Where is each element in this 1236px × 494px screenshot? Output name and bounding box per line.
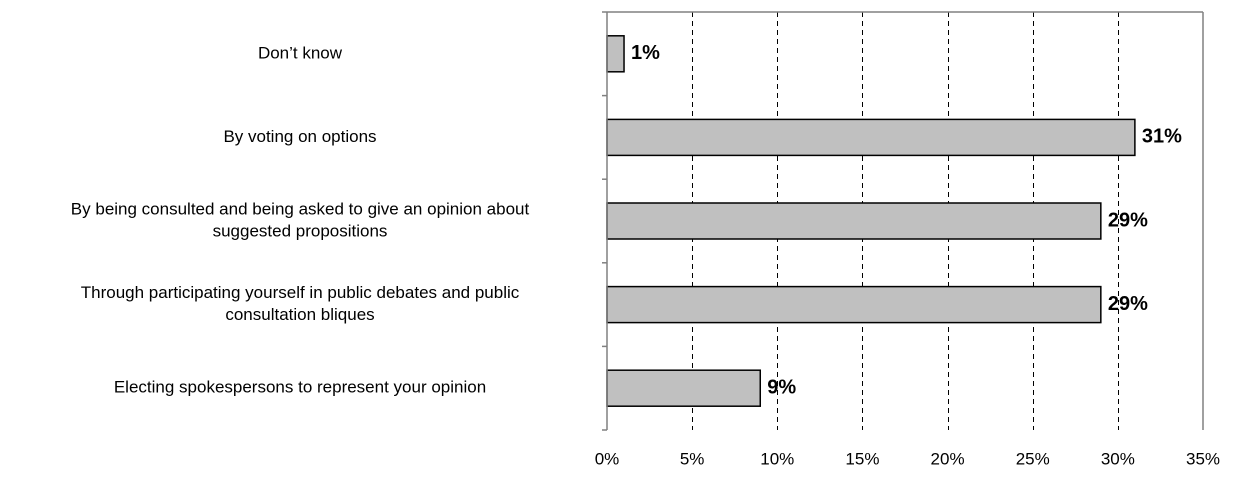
category-label-line: Don’t know xyxy=(258,43,343,62)
category-label: Electing spokespersons to represent your… xyxy=(114,378,486,397)
x-tick-label: 25% xyxy=(1016,449,1050,468)
x-tick-label: 15% xyxy=(845,449,879,468)
data-label: 9% xyxy=(767,376,796,398)
category-labels: Don’t know By voting on options By being c… xyxy=(71,43,530,396)
x-tick-labels: 0% 5% 10% 15% 20% 25% 30% 35% xyxy=(595,449,1220,468)
bar xyxy=(606,118,1136,157)
data-label: 1% xyxy=(631,42,660,64)
category-label: By being consulted and being asked to gi… xyxy=(71,199,530,240)
bar xyxy=(606,369,762,407)
x-tick-label: 20% xyxy=(931,449,965,468)
category-label: Don’t know xyxy=(258,43,343,62)
category-label-line: suggested propositions xyxy=(213,221,388,240)
category-label: By voting on options xyxy=(223,127,376,146)
category-label-line: By voting on options xyxy=(223,127,376,146)
bar xyxy=(606,35,625,73)
data-label: 29% xyxy=(1108,293,1148,315)
category-label-line: Through participating yourself in public… xyxy=(81,283,520,302)
category-label-line: Electing spokespersons to represent your… xyxy=(114,378,486,397)
x-tick-label: 10% xyxy=(760,449,794,468)
bar xyxy=(606,202,1102,240)
x-tick-label: 5% xyxy=(680,449,705,468)
x-tick-label: 0% xyxy=(595,449,620,468)
x-tick-label: 35% xyxy=(1186,449,1220,468)
data-labels: 1% 31% 29% 29% 9% xyxy=(631,42,1182,398)
category-label-line: consultation bliques xyxy=(225,305,374,324)
category-label: Through participating yourself in public… xyxy=(81,283,520,324)
bars xyxy=(606,35,1136,407)
data-label: 29% xyxy=(1108,209,1148,231)
plot-frame xyxy=(602,11,1204,431)
bar xyxy=(606,285,1102,324)
data-label: 31% xyxy=(1142,126,1182,148)
x-tick-label: 30% xyxy=(1101,449,1135,468)
category-label-line: By being consulted and being asked to gi… xyxy=(71,199,530,218)
